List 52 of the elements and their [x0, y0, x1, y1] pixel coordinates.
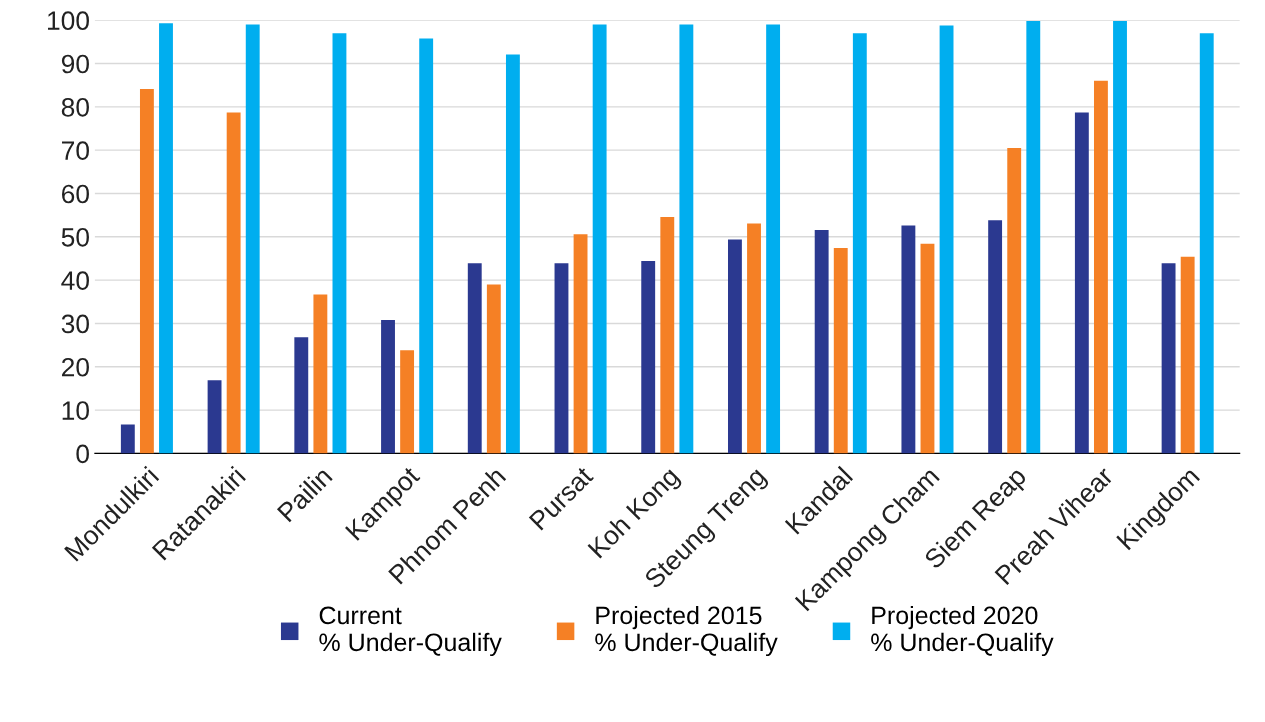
bar: [814, 229, 829, 454]
bar: [833, 248, 848, 454]
bar: [313, 294, 328, 454]
bar: [1074, 112, 1089, 454]
bar: [1113, 21, 1127, 454]
legend-label: Projected 2015 % Under-Qualify: [595, 605, 778, 657]
bar: [1161, 263, 1176, 454]
y-tick-label: 30: [61, 314, 89, 334]
bar: [573, 234, 588, 454]
bar: [1093, 80, 1108, 454]
bar: [207, 380, 222, 454]
bar: [120, 424, 135, 454]
y-tick-label: 20: [61, 357, 89, 377]
y-tick-label: 0: [76, 444, 89, 464]
y-tick-label: 70: [62, 141, 89, 160]
bar: [766, 24, 781, 454]
y-tick-label: 90: [61, 54, 89, 74]
bar: [1007, 148, 1022, 454]
bar: [1026, 21, 1041, 454]
bar: [1199, 33, 1214, 454]
bar: [139, 89, 154, 454]
bar: [332, 33, 347, 454]
bar: [554, 263, 569, 454]
bar: [641, 261, 656, 454]
bar: [988, 220, 1003, 454]
bar: [245, 24, 260, 454]
bar: [294, 337, 309, 454]
y-tick-label: 80: [61, 97, 89, 117]
bar: [747, 223, 761, 454]
bar: [679, 24, 694, 454]
bar: [901, 225, 916, 454]
y-tick-label: 50: [61, 227, 89, 247]
bar: [381, 319, 395, 454]
y-tick-label: 100: [48, 11, 89, 31]
y-tick-label: 60: [62, 184, 89, 204]
y-tick-label: 10: [62, 401, 89, 420]
bar: [920, 243, 935, 454]
bar: [505, 54, 520, 454]
bar: [419, 38, 434, 454]
bar: [486, 284, 501, 454]
bar: [660, 216, 675, 454]
bar: [592, 24, 607, 454]
bar: [467, 263, 482, 454]
legend-label: Current % Under-Qualify: [319, 606, 502, 657]
bar: [400, 350, 415, 454]
bar: [728, 239, 742, 454]
bar: [939, 25, 954, 454]
y-tick-label: 40: [61, 271, 89, 290]
bar: [226, 112, 241, 454]
bar: [159, 23, 173, 454]
bar: [1180, 256, 1195, 454]
bar: [852, 33, 867, 454]
